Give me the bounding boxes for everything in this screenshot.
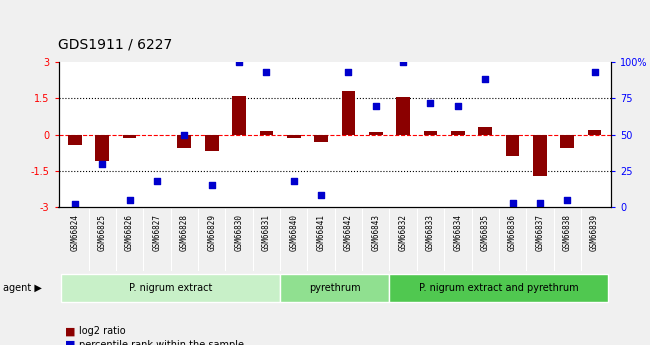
Point (151, 178, 162, 184)
Text: P. nigrum extract: P. nigrum extract (129, 283, 213, 293)
Text: GSM66834: GSM66834 (453, 214, 462, 251)
Point (508, 200, 518, 205)
Text: GSM66830: GSM66830 (235, 214, 244, 251)
Text: GSM66837: GSM66837 (536, 214, 545, 251)
Point (261, 69, 272, 75)
Point (289, 178, 299, 184)
Text: agent ▶: agent ▶ (3, 283, 42, 293)
Bar (314, 135, 328, 142)
Point (316, 193, 326, 198)
Bar (232, 96, 246, 135)
Bar (588, 130, 601, 135)
Point (590, 69, 600, 75)
Point (70, 201, 80, 207)
Bar (123, 135, 136, 138)
Text: GDS1911 / 6227: GDS1911 / 6227 (58, 38, 173, 52)
Point (425, 100, 436, 106)
Point (370, 103, 381, 108)
Text: GSM66839: GSM66839 (590, 214, 599, 251)
Point (124, 197, 135, 203)
Text: GSM66842: GSM66842 (344, 214, 353, 251)
Text: GSM66835: GSM66835 (481, 214, 489, 251)
Text: GSM66825: GSM66825 (98, 214, 107, 251)
Bar (389, 274, 608, 302)
Point (97, 161, 107, 166)
Text: GSM66827: GSM66827 (153, 214, 161, 251)
Point (535, 200, 545, 205)
Text: GSM66824: GSM66824 (70, 214, 79, 251)
Bar (478, 127, 492, 135)
Text: ■: ■ (65, 326, 75, 336)
Text: GSM66843: GSM66843 (371, 214, 380, 251)
Bar (68, 135, 82, 146)
Bar (506, 135, 519, 156)
Bar (369, 132, 383, 135)
Point (452, 103, 463, 108)
Text: percentile rank within the sample: percentile rank within the sample (79, 340, 244, 345)
Bar (280, 274, 389, 302)
Text: P. nigrum extract and pyrethrum: P. nigrum extract and pyrethrum (419, 283, 578, 293)
Text: GSM66831: GSM66831 (262, 214, 271, 251)
Bar (61, 274, 280, 302)
Point (207, 183, 217, 188)
Text: GSM66829: GSM66829 (207, 214, 216, 251)
Text: GSM66833: GSM66833 (426, 214, 435, 251)
Bar (287, 135, 300, 138)
Bar (342, 91, 356, 135)
Bar (177, 135, 191, 148)
Bar (205, 135, 218, 151)
Bar (560, 135, 574, 148)
Text: GSM66841: GSM66841 (317, 214, 326, 251)
Point (562, 197, 573, 203)
Bar (96, 135, 109, 161)
Bar (424, 131, 437, 135)
Text: ■: ■ (65, 340, 75, 345)
Text: log2 ratio: log2 ratio (79, 326, 126, 336)
Point (179, 132, 190, 137)
Bar (533, 135, 547, 176)
Text: pyrethrum: pyrethrum (309, 283, 361, 293)
Text: GSM66836: GSM66836 (508, 214, 517, 251)
Text: GSM66840: GSM66840 (289, 214, 298, 251)
Bar (451, 131, 465, 135)
Point (343, 69, 354, 75)
Text: GSM66838: GSM66838 (563, 214, 572, 251)
Text: GSM66828: GSM66828 (180, 214, 188, 251)
Bar (259, 131, 273, 135)
Bar (396, 97, 410, 135)
Point (398, 59, 408, 65)
Point (234, 59, 244, 65)
Point (480, 77, 490, 82)
Text: GSM66826: GSM66826 (125, 214, 134, 251)
Text: GSM66832: GSM66832 (398, 214, 408, 251)
